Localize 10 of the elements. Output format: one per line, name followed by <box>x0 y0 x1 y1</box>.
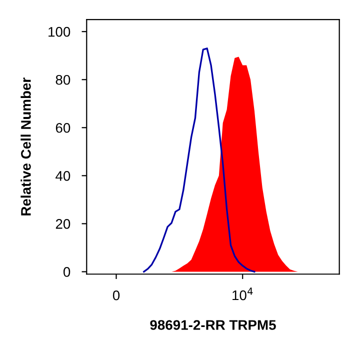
x-axis-title: 98691-2-RR TRPM5 <box>150 320 276 330</box>
y-tick-label: 100 <box>48 26 70 37</box>
y-tick-label: 40 <box>56 171 70 181</box>
y-tick-label: 60 <box>56 122 70 133</box>
y-tick-label: 20 <box>56 219 70 229</box>
x-tick-label: 10$^{4}$ <box>232 288 253 300</box>
line-series <box>143 48 256 273</box>
y-tick-label: 0 <box>63 267 70 277</box>
y-tick-label: 80 <box>56 74 70 85</box>
y-axis-title: Relative Cell Number <box>20 78 31 216</box>
